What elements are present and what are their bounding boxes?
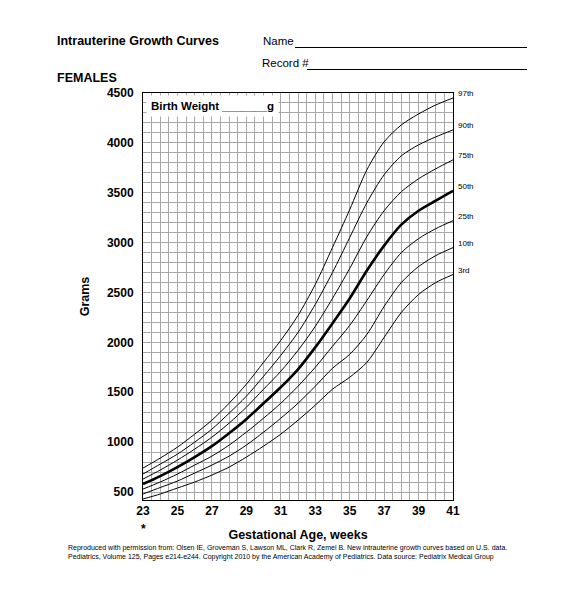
svg-text:500: 500	[114, 485, 134, 499]
svg-text:50th: 50th	[458, 182, 474, 191]
html-text:FEMALES: FEMALES	[57, 71, 117, 85]
html-text:Pediatrics, Volume 125, Pages: Pediatrics, Volume 125, Pages e214-e244.…	[68, 553, 494, 560]
svg-text:25th: 25th	[458, 212, 474, 221]
html-text:Record #: Record #	[262, 57, 309, 69]
svg-text:*: *	[141, 522, 146, 536]
svg-text:90th: 90th	[458, 121, 474, 130]
svg-text:39: 39	[412, 504, 426, 518]
svg-text:27: 27	[205, 504, 219, 518]
svg-text:4000: 4000	[107, 136, 134, 150]
svg-text:25: 25	[171, 504, 185, 518]
svg-text:3000: 3000	[107, 236, 134, 250]
svg-text:Birth Weight _______g: Birth Weight _______g	[151, 100, 274, 112]
svg-text:35: 35	[343, 504, 357, 518]
svg-text:3500: 3500	[107, 186, 134, 200]
svg-text:97th: 97th	[458, 89, 474, 98]
svg-text:Gestational Age, weeks: Gestational Age, weeks	[228, 528, 367, 542]
svg-text:2000: 2000	[107, 336, 134, 350]
svg-text:41: 41	[446, 504, 460, 518]
svg-text:29: 29	[240, 504, 254, 518]
svg-text:33: 33	[309, 504, 323, 518]
svg-text:3rd: 3rd	[458, 266, 470, 275]
svg-text:1500: 1500	[107, 385, 134, 399]
svg-text:75th: 75th	[458, 151, 474, 160]
svg-text:23: 23	[136, 504, 150, 518]
html-text:Name: Name	[263, 35, 294, 47]
svg-text:1000: 1000	[107, 435, 134, 449]
svg-text:31: 31	[274, 504, 288, 518]
svg-text:4500: 4500	[107, 86, 134, 100]
svg-text:Grams: Grams	[78, 277, 92, 317]
svg-text:2500: 2500	[107, 286, 134, 300]
svg-text:10th: 10th	[458, 239, 474, 248]
html-text:Intrauterine Growth Curves: Intrauterine Growth Curves	[57, 34, 219, 48]
html-text:Reproduced with permission fro: Reproduced with permission from: Olsen I…	[68, 544, 508, 551]
svg-text:37: 37	[377, 504, 391, 518]
